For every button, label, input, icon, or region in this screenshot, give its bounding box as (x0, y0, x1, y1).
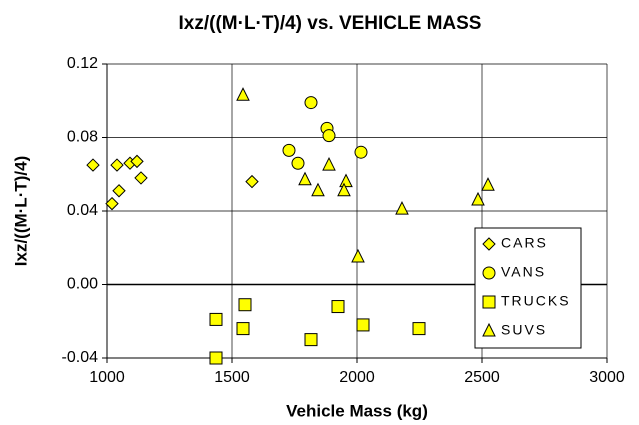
legend-marker (482, 295, 496, 309)
x-tick-label: 1500 (214, 369, 250, 386)
legend-marker (482, 266, 496, 280)
point (209, 351, 223, 365)
y-tick-label: 0.04 (67, 202, 98, 219)
legend-marker (482, 322, 496, 337)
point (322, 156, 336, 171)
point (322, 129, 336, 143)
point (134, 171, 148, 185)
point (351, 248, 365, 263)
y-tick-label: -0.04 (62, 349, 99, 366)
y-axis-title: Ixz/((M·L·T)/4) (11, 156, 30, 266)
legend-marker (482, 237, 496, 251)
point (311, 182, 325, 197)
point (130, 154, 144, 169)
point (395, 201, 409, 215)
point (471, 191, 485, 206)
point (339, 173, 353, 188)
point (331, 300, 345, 314)
legend-label: CARS (501, 235, 548, 251)
point (209, 312, 223, 326)
point (236, 322, 250, 336)
point (304, 333, 318, 347)
legend-label: VANS (501, 264, 546, 280)
point (110, 158, 124, 172)
point (412, 322, 426, 336)
y-tick-label: 0.00 (67, 276, 98, 293)
point (337, 182, 351, 197)
point (291, 156, 305, 170)
point (245, 174, 259, 189)
chart-title: Ixz/((M·L·T)/4) vs. VEHICLE MASS (179, 13, 482, 34)
point (298, 171, 312, 186)
y-tick-label: 0.08 (67, 129, 98, 146)
point (304, 96, 318, 110)
x-tick-label: 2500 (464, 369, 500, 386)
point (105, 196, 119, 211)
legend-label: SUVS (501, 322, 547, 338)
point (112, 184, 126, 198)
y-tick-label: 0.12 (67, 55, 98, 72)
x-tick-label: 2000 (339, 369, 375, 386)
x-tick-label: 1000 (89, 369, 125, 386)
point (354, 145, 368, 159)
x-tick-label: 3000 (589, 369, 625, 386)
legend-box (474, 227, 582, 349)
x-axis-title: Vehicle Mass (kg) (286, 401, 428, 420)
point (282, 143, 296, 157)
point (236, 87, 250, 101)
point (481, 177, 495, 191)
point (86, 158, 100, 172)
point (238, 298, 252, 312)
point (356, 318, 370, 332)
legend-label: TRUCKS (501, 293, 571, 309)
